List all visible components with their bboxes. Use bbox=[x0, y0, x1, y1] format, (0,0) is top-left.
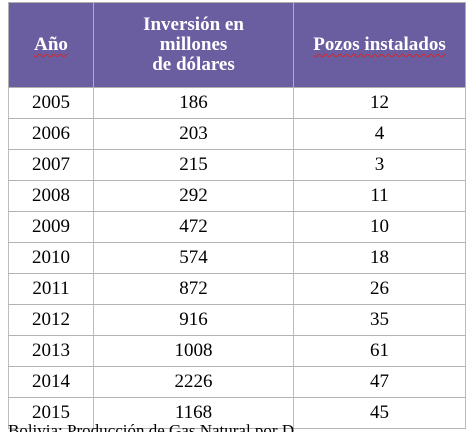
table-row: 2007 215 3 bbox=[8, 149, 466, 181]
investment-cell: 203 bbox=[93, 118, 294, 150]
year-cell: 2010 bbox=[8, 242, 94, 274]
table-row: 2011 872 26 bbox=[8, 273, 466, 305]
wells-cell: 4 bbox=[293, 118, 466, 150]
table-row: 2008 292 11 bbox=[8, 180, 466, 212]
wells-cell: 11 bbox=[293, 180, 466, 212]
year-cell: 2012 bbox=[8, 304, 94, 336]
year-cell: 2015 bbox=[8, 397, 94, 429]
investment-cell: 1168 bbox=[93, 397, 294, 429]
year-cell: 2007 bbox=[8, 149, 94, 181]
wells-cell: 47 bbox=[293, 366, 466, 398]
wells-cell: 18 bbox=[293, 242, 466, 274]
header-wells: Pozos instalados bbox=[293, 2, 466, 88]
header-year: Año bbox=[8, 2, 94, 88]
investment-cell: 186 bbox=[93, 87, 294, 119]
year-cell: 2008 bbox=[8, 180, 94, 212]
investment-wells-table: Año Inversión en millones de dólares Poz… bbox=[8, 2, 466, 429]
investment-cell: 292 bbox=[93, 180, 294, 212]
table-row: 2013 1008 61 bbox=[8, 335, 466, 367]
data-table-container: Año Inversión en millones de dólares Poz… bbox=[8, 2, 466, 429]
year-cell: 2011 bbox=[8, 273, 94, 305]
table-row: 2015 1168 45 bbox=[8, 397, 466, 429]
year-cell: 2013 bbox=[8, 335, 94, 367]
wells-cell: 35 bbox=[293, 304, 466, 336]
investment-cell: 916 bbox=[93, 304, 294, 336]
investment-cell: 472 bbox=[93, 211, 294, 243]
investment-cell: 1008 bbox=[93, 335, 294, 367]
table-row: 2009 472 10 bbox=[8, 211, 466, 243]
year-cell: 2009 bbox=[8, 211, 94, 243]
table-row: 2012 916 35 bbox=[8, 304, 466, 336]
table-header-row: Año Inversión en millones de dólares Poz… bbox=[8, 2, 466, 88]
investment-cell: 574 bbox=[93, 242, 294, 274]
table-row: 2014 2226 47 bbox=[8, 366, 466, 398]
table-row: 2005 186 12 bbox=[8, 87, 466, 119]
table-footnote: Bolivia: Producción de Gas Natural por D… bbox=[8, 421, 307, 432]
wells-cell: 61 bbox=[293, 335, 466, 367]
wells-cell: 12 bbox=[293, 87, 466, 119]
wells-cell: 10 bbox=[293, 211, 466, 243]
year-cell: 2014 bbox=[8, 366, 94, 398]
header-investment: Inversión en millones de dólares bbox=[93, 2, 294, 88]
wells-cell: 3 bbox=[293, 149, 466, 181]
investment-cell: 2226 bbox=[93, 366, 294, 398]
investment-cell: 872 bbox=[93, 273, 294, 305]
wells-cell: 26 bbox=[293, 273, 466, 305]
year-cell: 2005 bbox=[8, 87, 94, 119]
table-row: 2006 203 4 bbox=[8, 118, 466, 150]
table-row: 2010 574 18 bbox=[8, 242, 466, 274]
year-cell: 2006 bbox=[8, 118, 94, 150]
investment-cell: 215 bbox=[93, 149, 294, 181]
wells-cell: 45 bbox=[293, 397, 466, 429]
